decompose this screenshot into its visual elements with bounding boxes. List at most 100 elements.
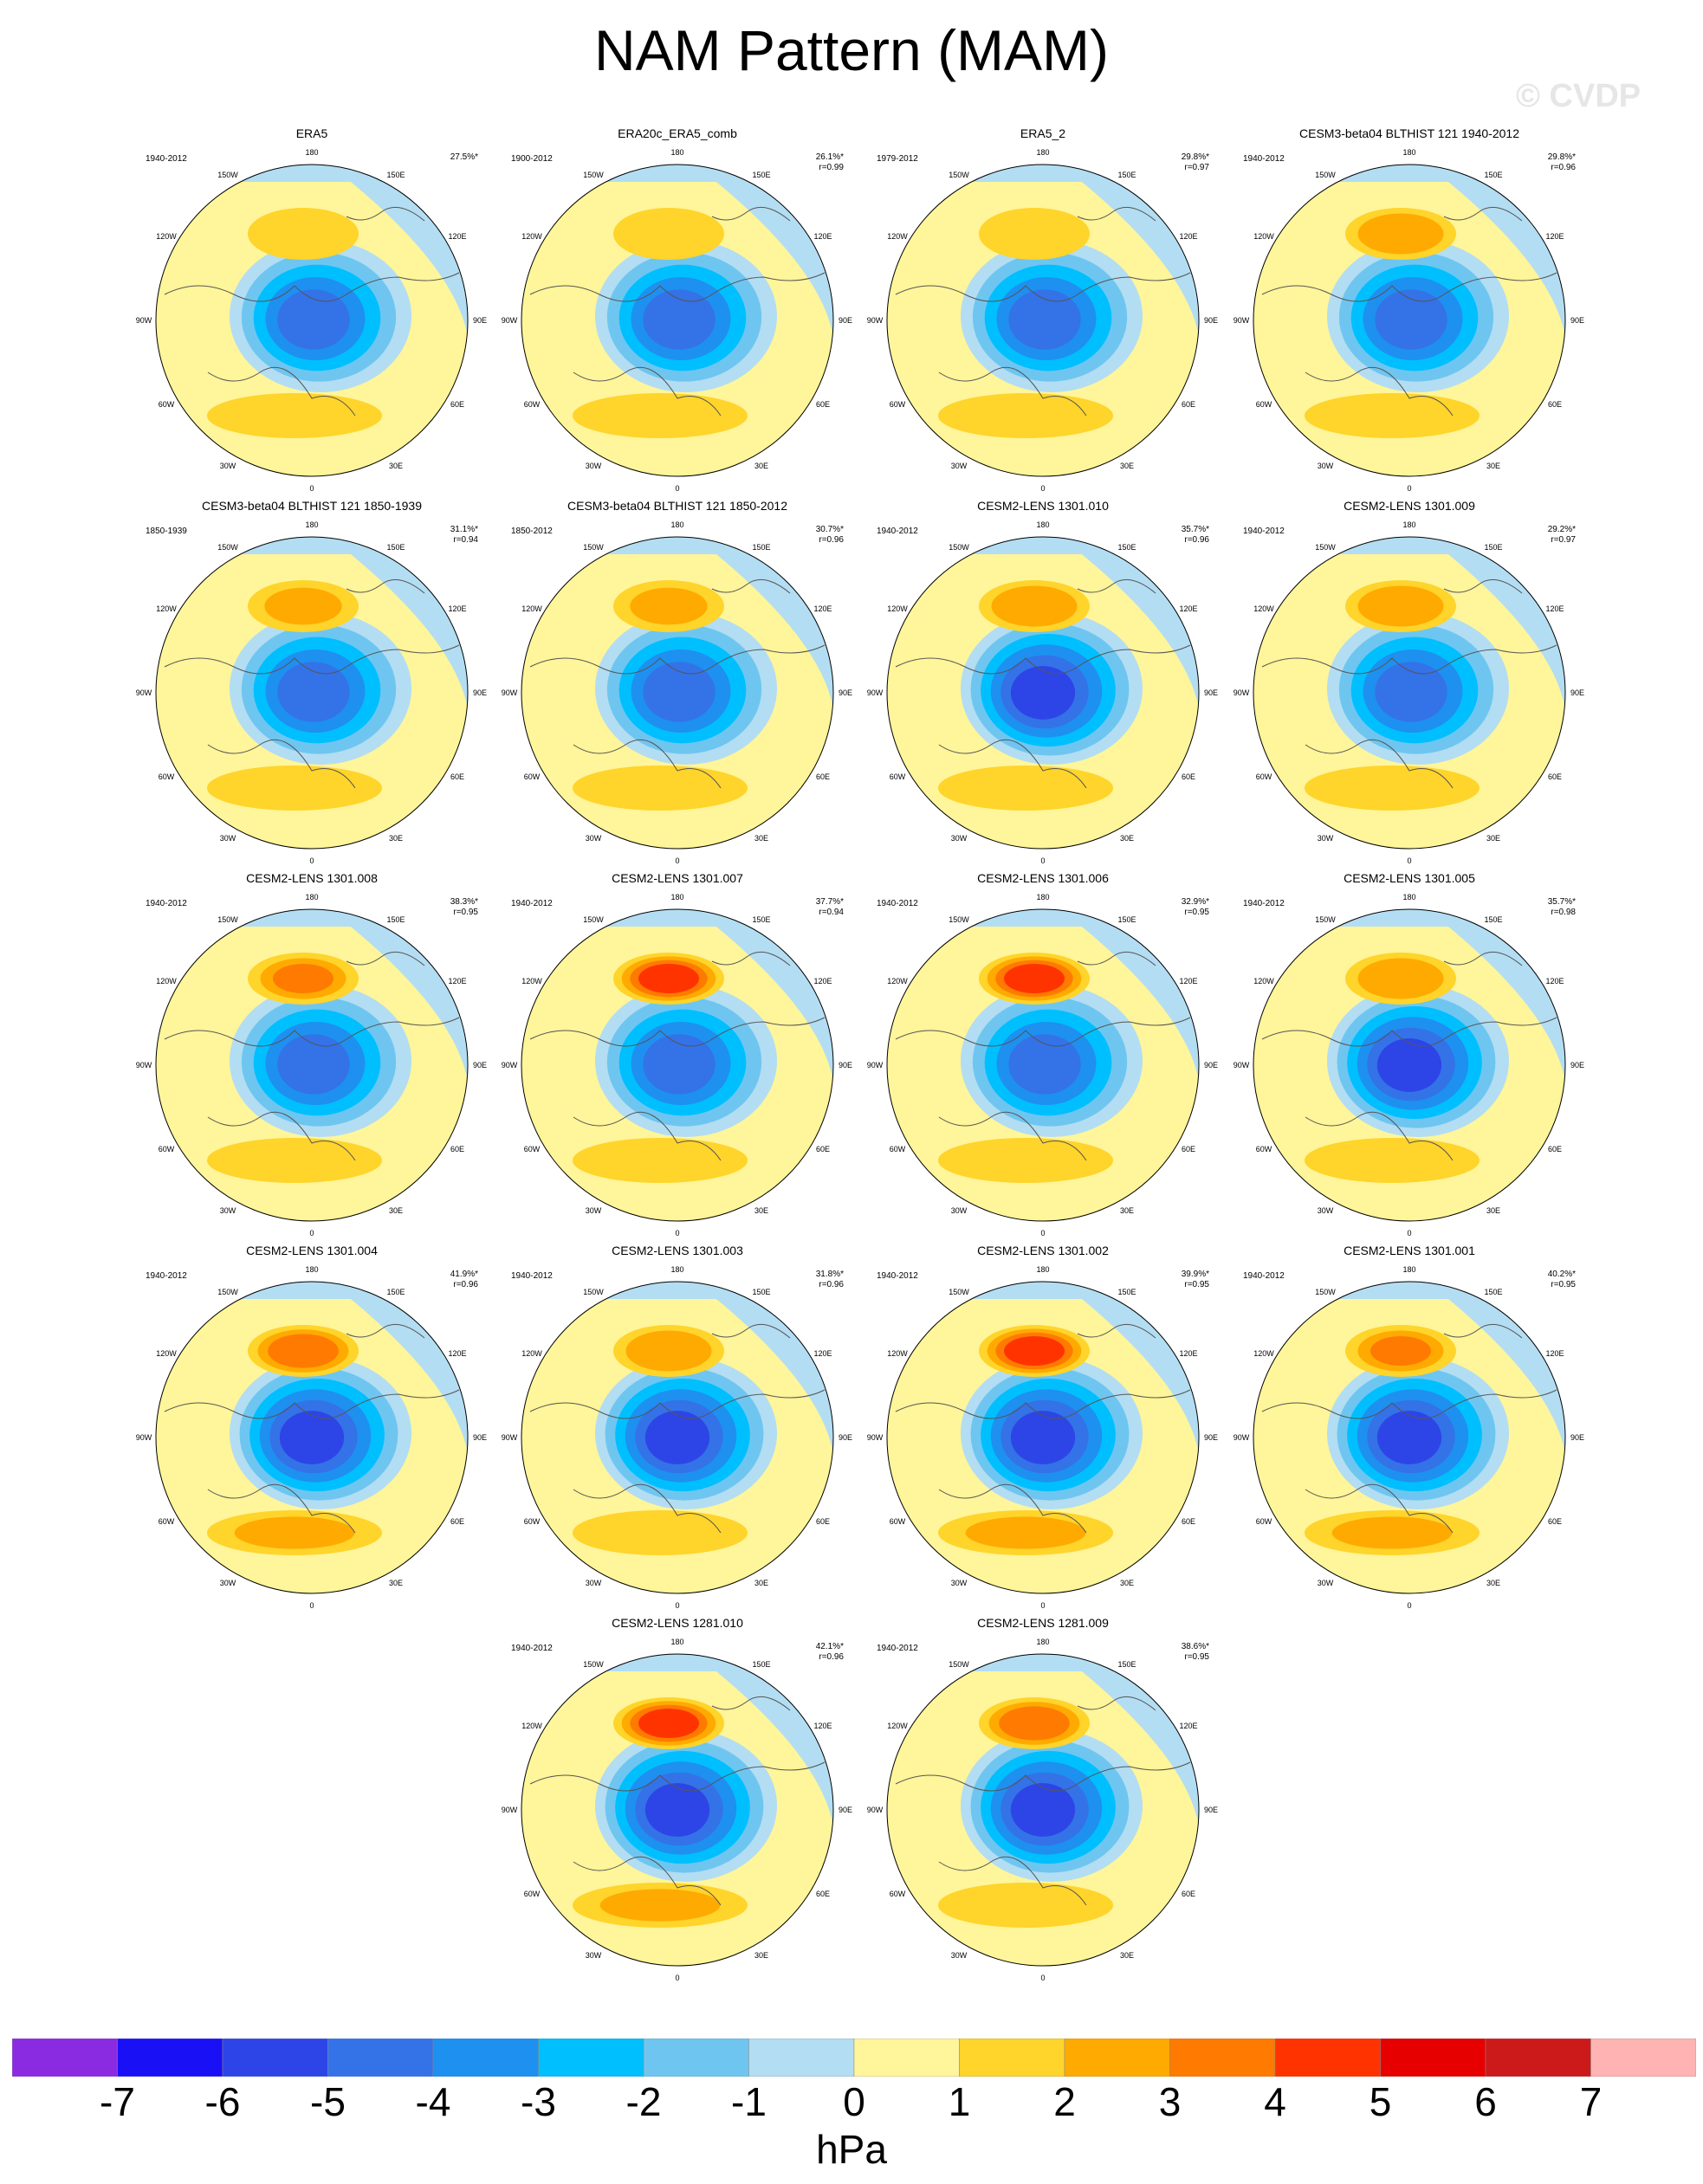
contour-field xyxy=(521,165,833,476)
pacific-high-contour xyxy=(1370,1336,1431,1366)
pattern-correlation: r=0.95 xyxy=(1184,1652,1209,1662)
longitude-label: 150W xyxy=(217,914,238,924)
panel-variance: 39.9%* r=0.95 xyxy=(1182,1270,1209,1290)
longitude-label: 0 xyxy=(1040,484,1046,493)
longitude-label: 0 xyxy=(1040,1229,1046,1237)
longitude-label: 120E xyxy=(813,977,832,985)
polar-low-contour xyxy=(1020,676,1062,711)
map-boundary xyxy=(1253,536,1566,850)
variance-explained: 29.8%* xyxy=(1547,152,1576,162)
pattern-correlation: r=0.94 xyxy=(819,908,844,917)
variance-explained: 35.7%* xyxy=(1547,897,1576,907)
colorbar-tick-label: -6 xyxy=(204,2079,241,2124)
longitude-label: 30W xyxy=(1317,1206,1334,1215)
panel-years: 1940-2012 xyxy=(511,899,553,908)
longitude-label: 150W xyxy=(949,914,969,924)
map-boundary xyxy=(886,1653,1200,1967)
longitude-label: 90W xyxy=(866,1433,884,1442)
pattern-correlation: r=0.97 xyxy=(1551,535,1576,545)
longitude-label: 30E xyxy=(1486,834,1501,843)
variance-explained: 40.2%* xyxy=(1547,1270,1576,1279)
longitude-label: 60E xyxy=(1181,772,1196,781)
longitude-label: 180 xyxy=(305,520,319,529)
atlantic-high-contour xyxy=(965,772,1086,804)
longitude-label: 90W xyxy=(1233,1433,1250,1442)
pacific-high-contour xyxy=(264,215,342,253)
longitude-label: 90E xyxy=(838,1433,853,1442)
longitude-label: 180 xyxy=(1402,148,1416,157)
coastlines xyxy=(895,1696,1191,1906)
longitude-label: 150E xyxy=(1484,1287,1503,1296)
map-panel: CESM2-LENS 1301.006 1940-2012 32.9%* r=0.95… xyxy=(867,871,1218,1237)
pacific-high-contour xyxy=(630,587,708,625)
longitude-label: 120W xyxy=(1253,1349,1274,1358)
longitude-label: 180 xyxy=(1402,1265,1416,1274)
polar-map xyxy=(886,536,1200,850)
longitude-label: 0 xyxy=(1040,1974,1046,1982)
longitude-label: 180 xyxy=(670,520,684,529)
longitude-label: 120W xyxy=(521,1349,542,1358)
longitude-label: 60W xyxy=(1255,772,1272,781)
longitude-label: 150E xyxy=(1117,542,1136,552)
panel-variance: 30.7%* r=0.96 xyxy=(816,525,844,546)
longitude-label: 180 xyxy=(1402,520,1416,529)
longitude-label: 120E xyxy=(448,977,467,985)
longitude-label: 150E xyxy=(1117,1659,1136,1669)
colorbar-tick-label: -4 xyxy=(415,2079,451,2124)
atlantic-high-contour xyxy=(234,772,355,804)
contour-field xyxy=(887,909,1199,1221)
longitude-label: 180 xyxy=(1036,148,1050,157)
longitude-label: 60W xyxy=(523,1517,541,1526)
longitude-label: 150E xyxy=(1117,914,1136,924)
contour-field xyxy=(887,537,1199,849)
polar-map xyxy=(521,164,834,477)
longitude-label: 150E xyxy=(752,170,771,179)
longitude-label: 30E xyxy=(1119,1206,1135,1215)
variance-explained: 29.2%* xyxy=(1547,525,1576,534)
polar-map xyxy=(886,908,1200,1222)
longitude-label: 30E xyxy=(1486,462,1501,470)
colorbar xyxy=(12,2039,1696,2077)
colorbar-bin xyxy=(222,2039,328,2077)
longitude-label: 30E xyxy=(754,462,769,470)
longitude-label: 90W xyxy=(1233,316,1250,325)
pattern-correlation: r=0.98 xyxy=(1551,908,1576,917)
longitude-label: 90W xyxy=(135,1433,152,1442)
longitude-label: 60E xyxy=(1547,1145,1563,1153)
longitude-label: 0 xyxy=(1040,856,1046,865)
longitude-label: 150E xyxy=(1484,914,1503,924)
longitude-label: 60W xyxy=(158,400,175,409)
longitude-label: 60E xyxy=(450,772,465,781)
map-panel: ERA20c_ERA5_comb 1900-2012 26.1%* r=0.99 180… xyxy=(502,126,852,493)
panel-years: 1940-2012 xyxy=(1243,154,1285,164)
polar-map xyxy=(155,1281,469,1594)
contour-field xyxy=(887,165,1199,476)
longitude-label: 90E xyxy=(838,1806,853,1814)
colorbar-tick-label: 4 xyxy=(1264,2079,1286,2124)
longitude-label: 30E xyxy=(754,834,769,843)
pacific-high-contour xyxy=(1370,219,1431,249)
panel-years: 1940-2012 xyxy=(877,1644,918,1653)
longitude-label: 90E xyxy=(1203,1806,1219,1814)
longitude-label: 150W xyxy=(949,170,969,179)
map-panel: CESM2-LENS 1301.009 1940-2012 29.2%* r=0.97… xyxy=(1234,499,1584,865)
longitude-label: 120W xyxy=(887,1349,908,1358)
coastlines xyxy=(895,206,1191,417)
pacific-high-contour xyxy=(1012,1340,1057,1362)
polar-map xyxy=(1253,164,1566,477)
longitude-label: 60W xyxy=(158,1145,175,1153)
variance-explained: 31.8%* xyxy=(815,1270,844,1279)
longitude-label: 30W xyxy=(585,1951,602,1960)
atlantic-high-contour xyxy=(599,1889,721,1922)
panel-variance: 38.6%* r=0.95 xyxy=(1182,1642,1209,1663)
map-panel: CESM2-LENS 1301.005 1940-2012 35.7%* r=0.98… xyxy=(1234,871,1584,1237)
longitude-label: 180 xyxy=(1036,520,1050,529)
contour-field xyxy=(521,537,833,849)
map-panel: CESM3-beta04 BLTHIST 121 1850-1939 1850-1… xyxy=(136,499,487,865)
longitude-label: 90E xyxy=(472,1433,488,1442)
panel-variance: 29.8%* r=0.96 xyxy=(1548,152,1576,173)
longitude-label: 30E xyxy=(754,1951,769,1960)
longitude-label: 180 xyxy=(305,148,319,157)
map-panel: CESM2-LENS 1301.010 1940-2012 35.7%* r=0.96… xyxy=(867,499,1218,865)
variance-explained: 26.1%* xyxy=(815,152,844,162)
